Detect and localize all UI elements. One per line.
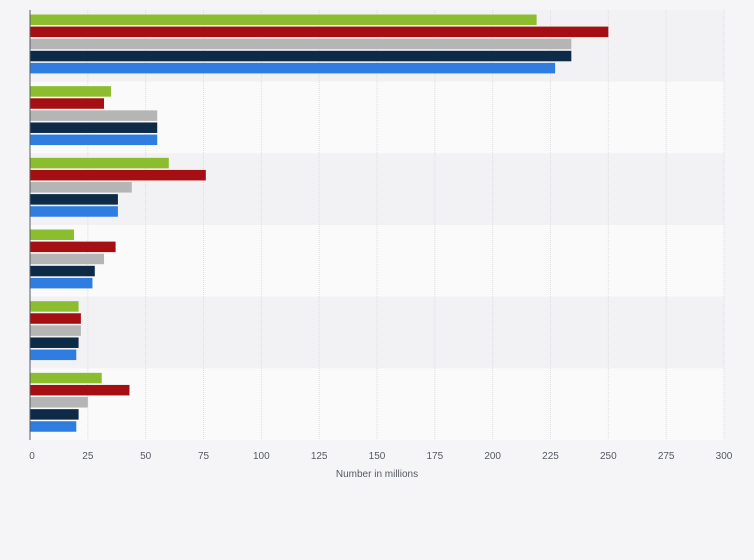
bar: [30, 241, 116, 253]
bar: [30, 157, 169, 169]
bar: [30, 122, 158, 133]
x-tick-label: 75: [198, 451, 210, 462]
x-tick-label: 225: [542, 451, 559, 462]
bar: [30, 409, 79, 420]
bars: [30, 14, 609, 432]
gridlines: [87, 10, 725, 440]
x-tick-label: 125: [311, 451, 328, 462]
bar: [30, 38, 572, 50]
bar: [30, 349, 77, 361]
x-tick-label: 0: [29, 451, 35, 462]
x-axis-title: Number in millions: [336, 469, 418, 480]
bar: [30, 265, 95, 277]
bar: [30, 337, 79, 348]
x-tick-label: 250: [600, 451, 617, 462]
bar: [30, 26, 609, 38]
bar: [30, 50, 572, 62]
x-tick-label: 175: [426, 451, 443, 462]
bar: [30, 301, 79, 312]
bar: [30, 253, 105, 265]
x-tick-label: 150: [369, 451, 386, 462]
bar: [30, 169, 206, 181]
bar: [30, 384, 130, 396]
x-tick-label: 275: [658, 451, 675, 462]
bar: [30, 229, 74, 240]
x-tick-label: 300: [716, 451, 733, 462]
bar: [30, 98, 105, 109]
bar: [30, 14, 537, 25]
bar: [30, 134, 158, 146]
bar: [30, 182, 132, 193]
bar: [30, 194, 118, 205]
x-tick-label: 50: [140, 451, 152, 462]
bar: [30, 86, 111, 97]
bar: [30, 313, 81, 324]
bar: [30, 372, 102, 384]
bar: [30, 62, 556, 74]
bar: [30, 110, 158, 121]
x-tick-label: 200: [484, 451, 501, 462]
x-tick-label: 25: [82, 451, 94, 462]
bar: [30, 206, 118, 217]
bar: [30, 397, 88, 408]
bar: [30, 277, 93, 289]
bar: [30, 325, 81, 336]
x-axis-ticks: 0 25 50 75 100 125 150 175 200 225 250 275 300: [29, 451, 733, 462]
x-tick-label: 100: [253, 451, 270, 462]
bar: [30, 421, 77, 432]
